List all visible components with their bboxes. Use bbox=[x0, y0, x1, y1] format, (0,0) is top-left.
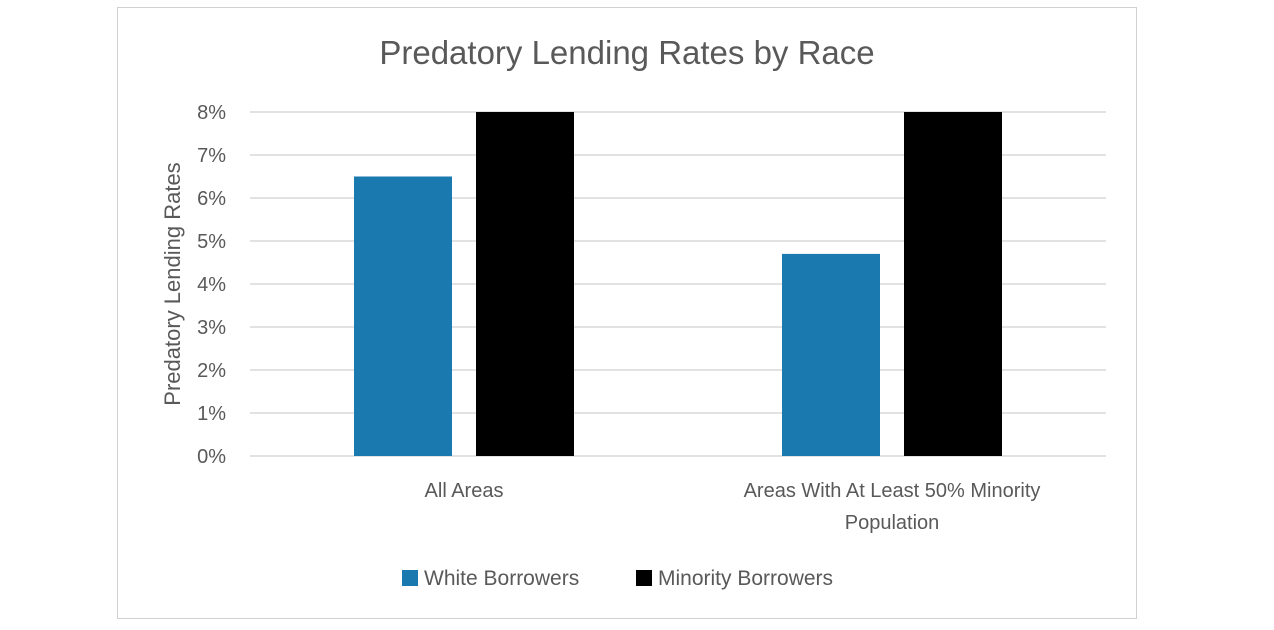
bar-white-borrowers bbox=[782, 253, 880, 456]
legend-label: White Borrowers bbox=[424, 567, 579, 590]
x-category-label: Areas With At Least 50% Minority bbox=[744, 480, 1041, 502]
x-category-label: Population bbox=[845, 512, 940, 534]
bar-white-borrowers bbox=[354, 176, 452, 456]
y-axis-ticks: 0% 1% 2% 3% 4% 5% 6% 7% 8% bbox=[197, 102, 226, 468]
bar-minority-borrowers bbox=[904, 112, 1002, 456]
x-category-label: All Areas bbox=[425, 480, 504, 502]
y-tick-label: 3% bbox=[197, 317, 226, 339]
y-tick-label: 2% bbox=[197, 360, 226, 382]
legend-swatch bbox=[402, 570, 418, 586]
bar-minority-borrowers bbox=[476, 112, 574, 456]
y-tick-label: 4% bbox=[197, 274, 226, 296]
legend-label: Minority Borrowers bbox=[658, 567, 833, 590]
y-tick-label: 0% bbox=[197, 446, 226, 468]
y-tick-label: 5% bbox=[197, 231, 226, 253]
bars bbox=[354, 112, 1002, 456]
y-tick-label: 6% bbox=[197, 188, 226, 210]
y-tick-label: 8% bbox=[197, 102, 226, 124]
legend: White Borrowers Minority Borrowers bbox=[402, 567, 833, 590]
y-tick-label: 1% bbox=[197, 403, 226, 425]
y-axis-title: Predatory Lending Rates bbox=[160, 162, 185, 405]
x-axis-categories: All Areas Areas With At Least 50% Minorit… bbox=[425, 480, 1041, 534]
chart-title: Predatory Lending Rates by Race bbox=[379, 34, 874, 71]
y-tick-label: 7% bbox=[197, 145, 226, 167]
legend-swatch bbox=[636, 570, 652, 586]
